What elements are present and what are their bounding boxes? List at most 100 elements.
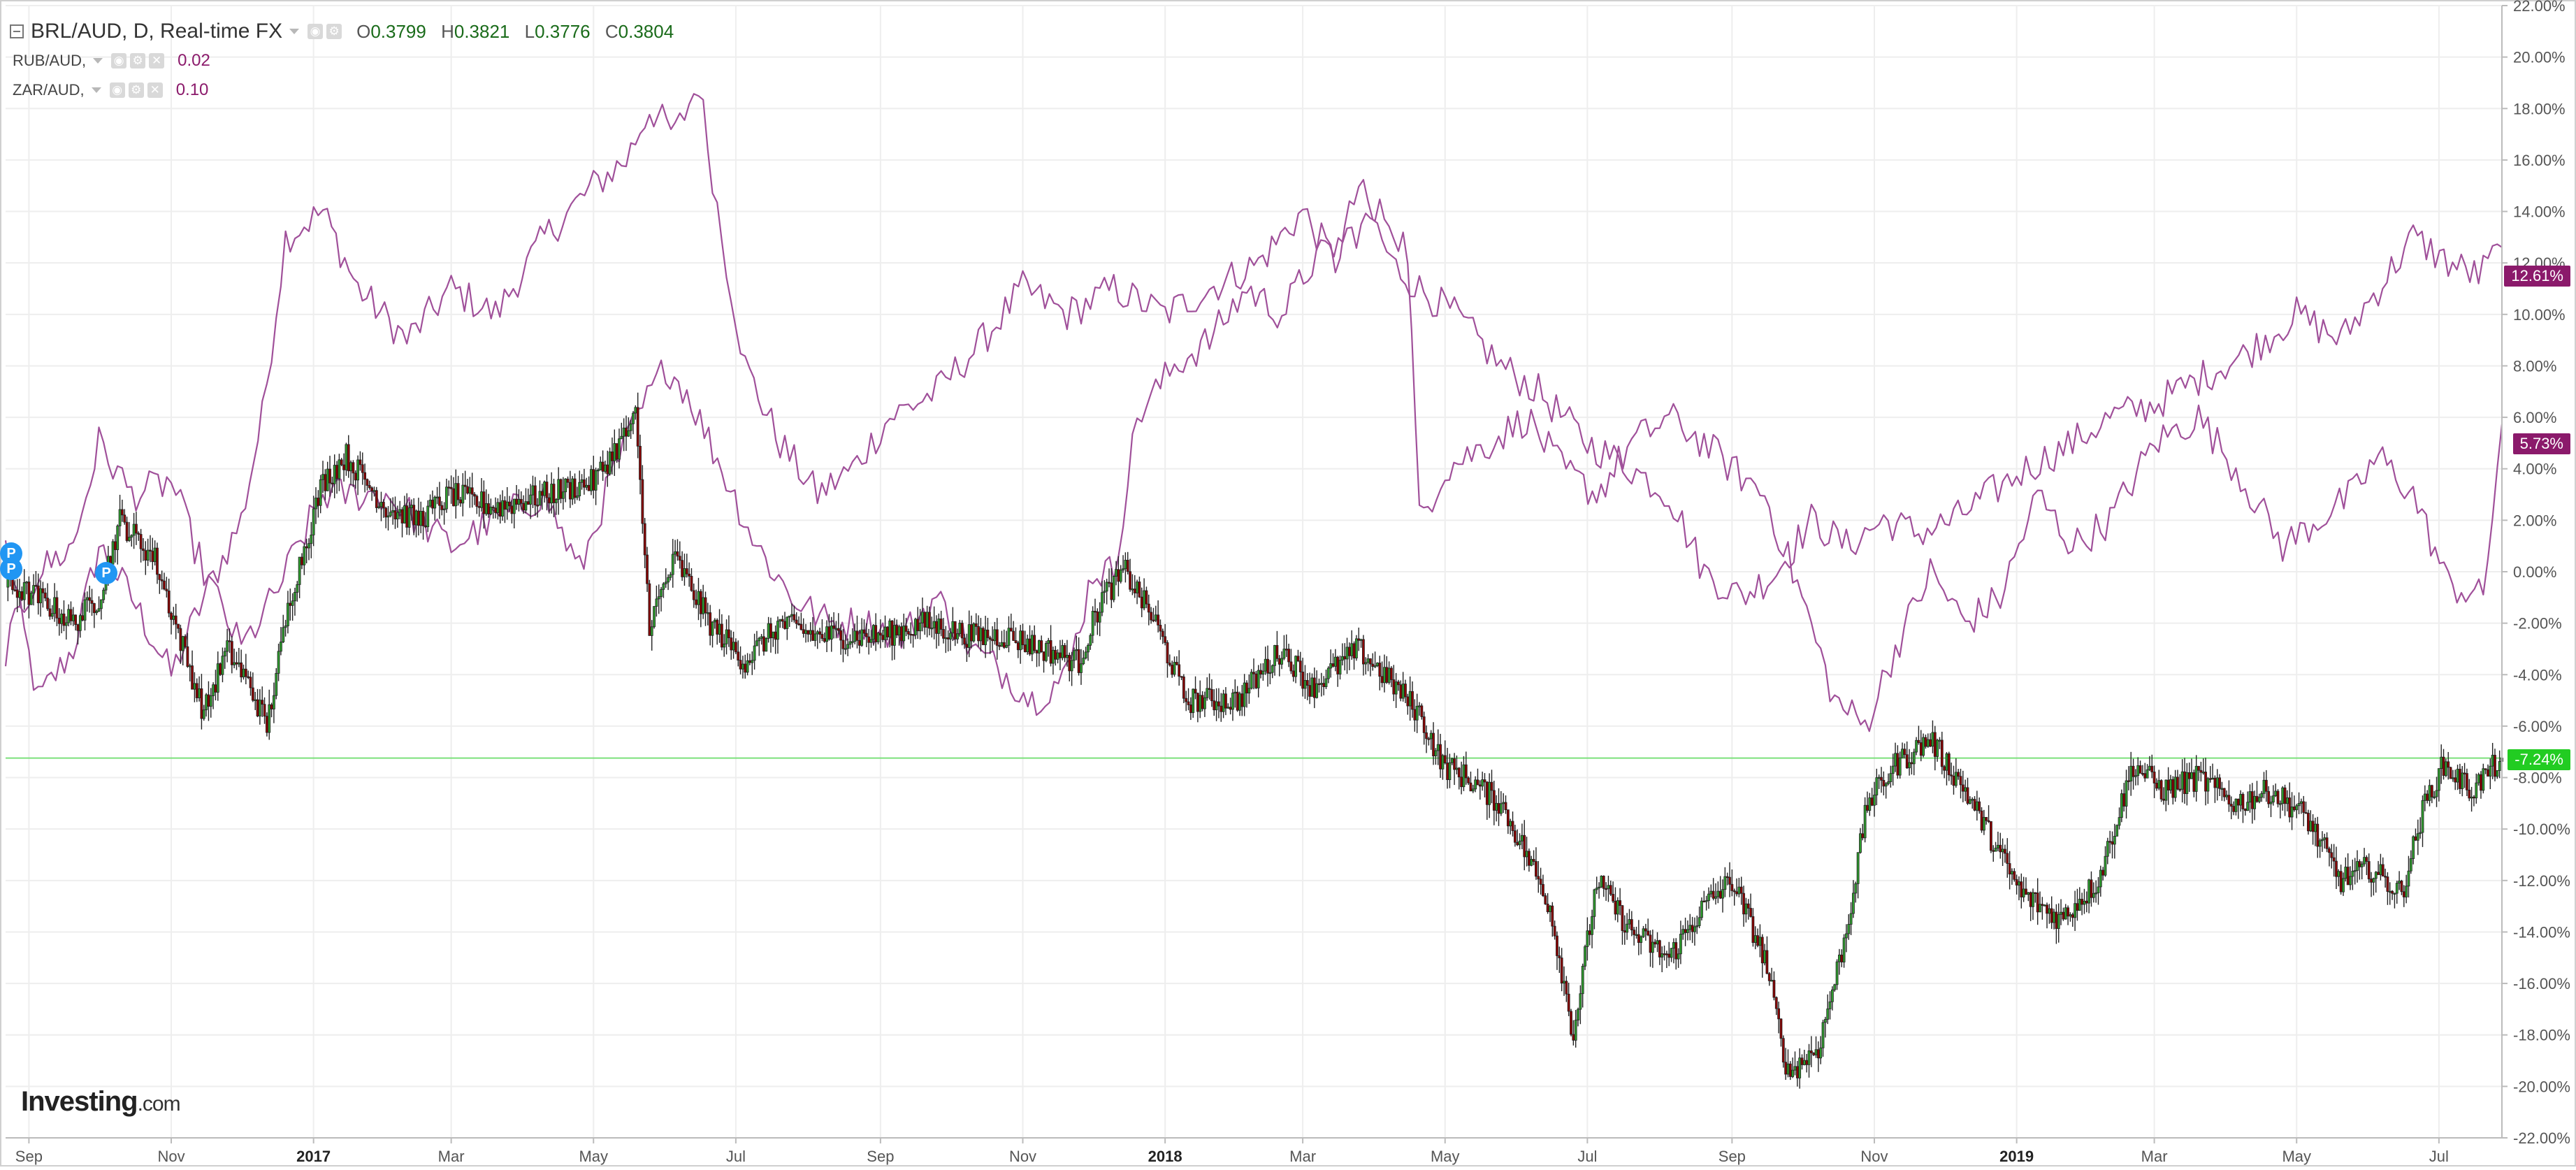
candle-body-up [776,621,779,640]
compare-symbol-label[interactable]: RUB/AUD, [13,52,87,69]
candle-body-up [1294,656,1297,677]
candle [2321,831,2324,852]
candle [223,647,226,669]
candle [249,671,252,696]
candle-body-down [1399,684,1403,699]
candle-body-up [2053,911,2055,923]
candle-body-down [1305,680,1309,686]
candle-body-up [813,633,817,641]
candle [1621,905,1624,945]
candle [2337,869,2340,887]
candle [207,681,210,721]
candle [2029,891,2032,921]
candle-body-down [855,630,859,641]
candle-body-up [1833,984,1837,990]
candle-body-up [1103,591,1106,593]
candle [583,468,586,495]
candle-body-down [566,478,570,483]
candle [2442,749,2445,780]
candle [970,615,973,649]
candle [1434,748,1438,765]
candle-body-up [888,620,892,637]
candle-body-down [135,523,138,534]
candle [1206,677,1209,701]
close-icon[interactable]: ✕ [147,82,163,98]
candle-body-down [2085,900,2088,904]
investing-logo[interactable]: Investing.com [21,1086,181,1118]
candle-body-up [585,484,588,488]
candle-body-down [1194,688,1197,694]
chevron-down-icon[interactable] [91,87,101,93]
candle [1868,793,1872,816]
candle [1688,913,1692,941]
candle-body-down [331,482,334,485]
candle-body-up [848,641,852,645]
eye-icon[interactable]: ◉ [109,82,125,98]
candle [1656,932,1659,953]
collapse-legend-icon[interactable] [10,24,24,38]
candle [1474,776,1477,793]
candle [1213,689,1216,716]
candle-body-up [1964,787,1967,792]
candle [121,499,124,522]
gear-icon[interactable]: ⚙ [130,53,146,68]
candle-body-down [57,617,61,624]
candle-body-up [1563,981,1565,984]
x-tick-label: Mar [2141,1148,2168,1165]
candle-body-down [1952,775,1955,786]
candle [837,613,840,635]
candle-body-up [1340,656,1344,660]
candle [2078,887,2081,911]
candle [1422,712,1426,745]
candle-body-down [88,597,92,601]
candle [202,705,205,721]
candle [1978,797,1981,814]
eye-icon[interactable]: ◉ [111,53,127,68]
candle-body-up [1598,886,1600,889]
candle [1073,647,1076,669]
candle [1324,670,1328,689]
x-tick-label: Jul [1577,1148,1597,1165]
gear-icon[interactable]: ⚙ [326,24,342,39]
chevron-down-icon[interactable] [289,29,300,34]
candle [1630,911,1633,937]
compare-symbol-label[interactable]: ZAR/AUD, [13,81,85,99]
candle [1154,605,1157,623]
candle [1586,917,1589,961]
candle [1441,753,1445,780]
candle [788,615,791,627]
eye-icon[interactable]: ◉ [307,24,324,39]
candle-body-down [1532,859,1535,862]
candle [1551,902,1554,937]
candle [664,568,667,588]
candle-body-down [862,629,866,634]
candle-body-up [372,490,376,492]
candle [1647,918,1650,937]
candle [818,628,821,644]
candle [1870,788,1874,807]
event-marker-icon[interactable]: P [0,558,22,580]
main-symbol-label[interactable]: BRL/AUD, D, Real-time FX [31,20,283,43]
gear-icon[interactable]: ⚙ [128,82,144,98]
candle [1849,902,1853,935]
candle-body-down [970,624,973,642]
close-icon[interactable]: ✕ [149,53,165,68]
candle [851,628,854,648]
candle-body-down [1742,893,1745,915]
chevron-down-icon[interactable] [93,58,103,64]
candle-body-up [1227,707,1230,709]
candle-body-down [74,614,78,626]
candle-body-up [480,491,483,508]
candle-body-up [2290,807,2294,818]
candle [303,543,306,575]
candle [1432,722,1435,765]
candle-body-up [1112,576,1115,600]
candle [1098,602,1101,637]
candle-body-up [1250,672,1253,689]
event-marker-icon[interactable]: P [95,562,117,584]
candle [398,500,402,519]
candle [1378,656,1382,691]
candle [848,634,852,649]
